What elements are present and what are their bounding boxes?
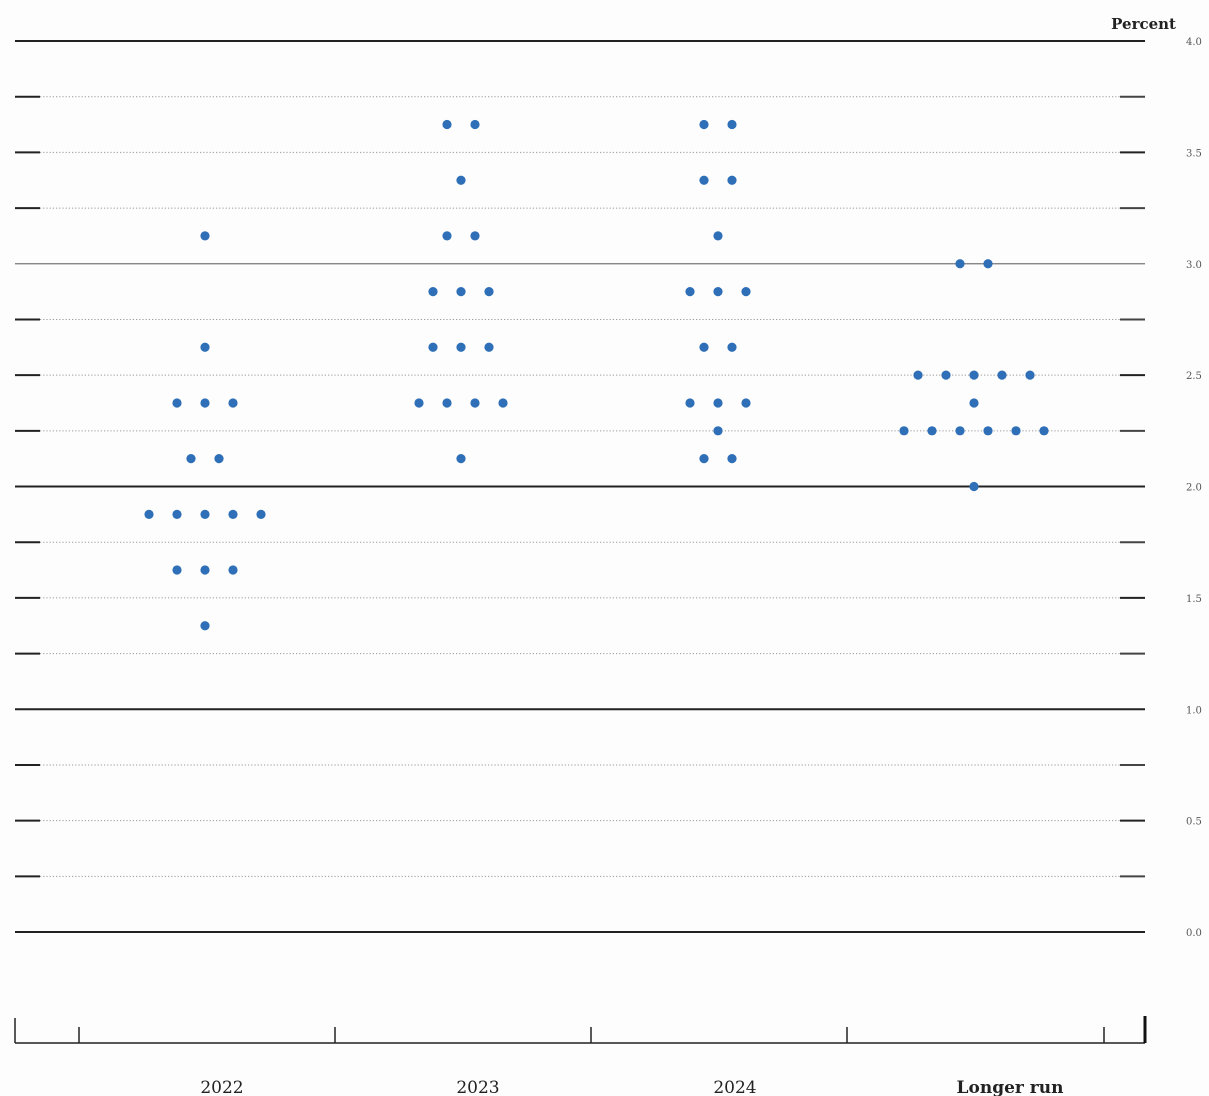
dot-point xyxy=(456,286,466,297)
dot-point xyxy=(214,454,224,464)
dot-point xyxy=(428,286,438,297)
dot-point xyxy=(186,454,196,464)
dot-point xyxy=(699,119,709,130)
dot-point xyxy=(200,231,210,241)
x-category-label: Longer run xyxy=(957,1078,1064,1096)
dot-point xyxy=(741,286,751,297)
dot-point xyxy=(983,426,993,436)
grid-lines xyxy=(15,40,1145,933)
x-axis xyxy=(14,1016,1147,1044)
dot-point xyxy=(200,565,210,575)
dot-point xyxy=(1025,370,1035,380)
dot-point xyxy=(955,426,965,436)
dot-point xyxy=(442,398,452,408)
dot-point xyxy=(713,426,723,436)
dot-point xyxy=(699,454,709,464)
y-tick-label: 0.0 xyxy=(1186,928,1202,939)
dot-point xyxy=(172,565,182,575)
dot-point xyxy=(200,398,210,408)
dot-point xyxy=(256,509,266,519)
y-tick-label: 2.5 xyxy=(1186,371,1202,382)
dot-point xyxy=(470,231,480,241)
y-tick-label: 2.0 xyxy=(1186,483,1202,494)
y-tick-label: 1.5 xyxy=(1186,594,1202,605)
dot-point xyxy=(228,509,238,519)
dot-point xyxy=(470,119,480,130)
dot-point xyxy=(428,342,438,352)
dot-point xyxy=(456,454,466,464)
dot-point xyxy=(498,398,508,408)
dot-point xyxy=(228,565,238,575)
dot-point xyxy=(228,398,238,408)
dot-point xyxy=(456,175,466,185)
dot-point xyxy=(727,454,737,464)
dot-point xyxy=(713,398,723,408)
dot-point xyxy=(200,342,210,352)
dot-point xyxy=(983,259,993,269)
dot-point xyxy=(200,621,210,631)
y-tick-label: 1.0 xyxy=(1186,705,1202,716)
dot-point xyxy=(172,509,182,519)
x-axis-category-labels: 2022 2023 2024 Longer run xyxy=(200,1078,1063,1096)
y-tick-label: 3.5 xyxy=(1186,148,1202,159)
dot-point xyxy=(969,398,979,408)
dot-point xyxy=(1039,426,1049,436)
dot-point xyxy=(442,119,452,130)
dot-point xyxy=(713,231,723,241)
dot-point xyxy=(997,370,1007,380)
x-category-label: 2024 xyxy=(713,1078,756,1096)
dot-point xyxy=(200,509,210,519)
dot-point xyxy=(713,286,723,297)
dot-point xyxy=(484,286,494,297)
dot-point xyxy=(913,370,923,380)
dot-point xyxy=(927,426,937,436)
dot-point xyxy=(969,370,979,380)
dot-point xyxy=(741,398,751,408)
y-tick-label: 4.0 xyxy=(1186,37,1202,48)
dot-point xyxy=(172,398,182,408)
dot-point xyxy=(727,175,737,185)
y-axis-tick-labels: 0.0 0.5 1.0 1.5 2.0 2.5 3.0 3.5 4.0 xyxy=(1186,37,1202,939)
y-axis-unit-label: Percent xyxy=(1111,15,1176,33)
dots-series xyxy=(144,119,1049,631)
y-tick-label: 3.0 xyxy=(1186,260,1202,271)
dot-point xyxy=(955,259,965,269)
dot-point xyxy=(1011,426,1021,436)
dot-point xyxy=(456,342,466,352)
dot-point xyxy=(685,286,695,297)
dot-point xyxy=(442,231,452,241)
y-tick-label: 0.5 xyxy=(1186,817,1202,828)
dot-point xyxy=(470,398,480,408)
dot-point xyxy=(969,481,979,492)
dot-point xyxy=(727,342,737,352)
dot-point xyxy=(699,175,709,185)
x-category-label: 2023 xyxy=(456,1078,499,1096)
dot-point xyxy=(899,426,909,436)
dot-point xyxy=(484,342,494,352)
dot-point xyxy=(941,370,951,380)
dot-point xyxy=(699,342,709,352)
dot-point xyxy=(144,509,154,519)
x-category-label: 2022 xyxy=(200,1078,243,1096)
dot-point xyxy=(414,398,424,408)
dot-point xyxy=(727,119,737,130)
dot-point xyxy=(685,398,695,408)
